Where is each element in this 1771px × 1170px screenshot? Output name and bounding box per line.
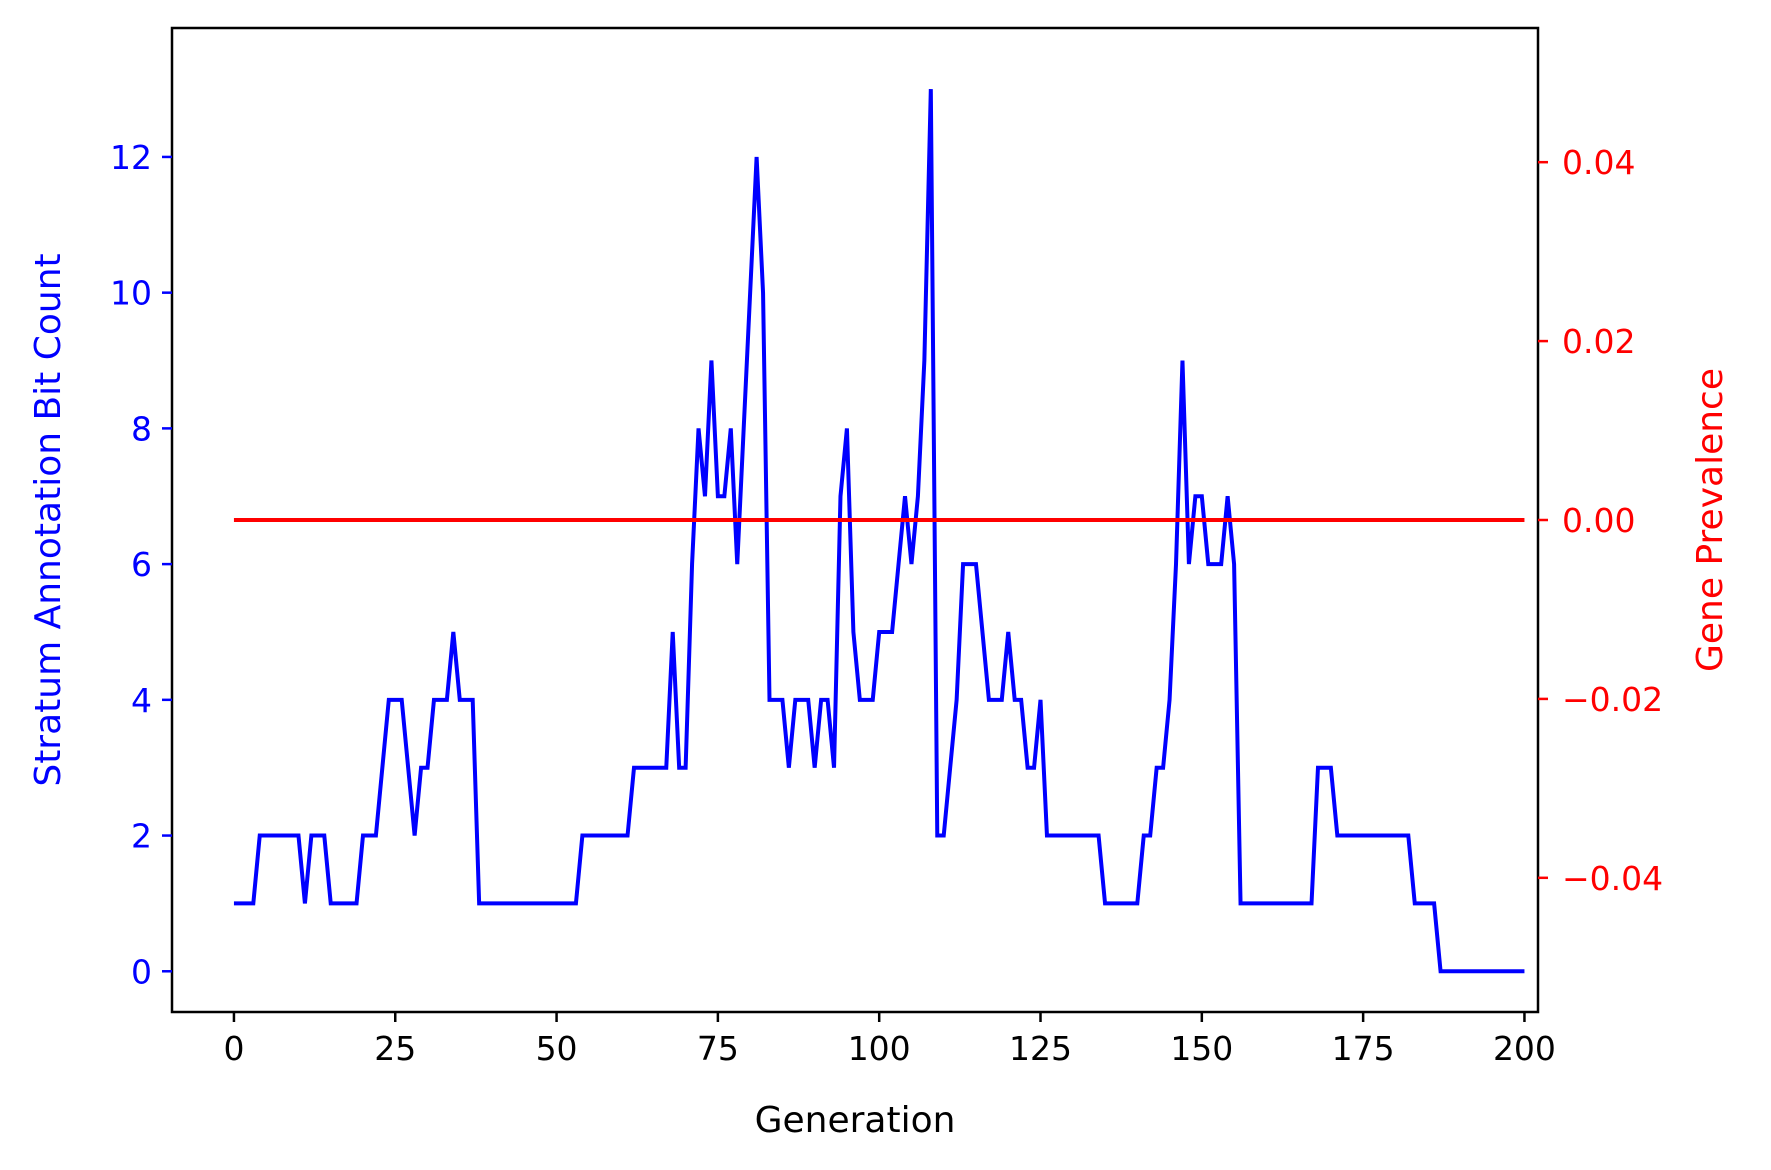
series-layer xyxy=(233,89,1525,974)
left-y-tick-label: 12 xyxy=(110,138,152,177)
x-tick-label: 0 xyxy=(223,1029,244,1068)
right-y-axis-label: Gene Prevalence xyxy=(1690,368,1731,672)
left-y-tick-label: 10 xyxy=(110,274,152,313)
left-y-tick-label: 0 xyxy=(131,952,152,991)
x-tick-label: 200 xyxy=(1493,1029,1556,1068)
left-y-tick-label: 2 xyxy=(131,817,152,856)
bit-count-series-line xyxy=(233,89,1525,974)
x-axis-label: Generation xyxy=(755,1100,956,1141)
left-y-tick-label: 6 xyxy=(131,545,152,584)
x-tick-label: 50 xyxy=(536,1029,578,1068)
left-y-axis-label: Stratum Annotation Bit Count xyxy=(28,253,69,786)
left-y-tick-label: 8 xyxy=(131,409,152,448)
x-tick-label: 25 xyxy=(374,1029,416,1068)
right-y-tick-label: 0.00 xyxy=(1562,501,1635,540)
x-tick-label: 100 xyxy=(848,1029,911,1068)
x-tick-label: 125 xyxy=(1009,1029,1072,1068)
x-tick-label: 175 xyxy=(1332,1029,1395,1068)
right-y-tick-label: −0.04 xyxy=(1562,859,1663,898)
right-y-tick-label: 0.02 xyxy=(1562,322,1635,361)
x-tick-label: 150 xyxy=(1170,1029,1233,1068)
right-y-tick-label: 0.04 xyxy=(1562,143,1635,182)
x-axis-ticks: 0 25 50 75 100 125 150 175 200 xyxy=(223,1012,1556,1068)
right-y-axis-ticks: −0.04 −0.02 0.00 0.02 0.04 xyxy=(1538,143,1663,898)
left-y-axis-ticks: 0 2 4 6 8 10 12 xyxy=(110,138,172,991)
right-y-tick-label: −0.02 xyxy=(1562,680,1663,719)
left-y-tick-label: 4 xyxy=(131,681,152,720)
x-tick-label: 75 xyxy=(697,1029,739,1068)
